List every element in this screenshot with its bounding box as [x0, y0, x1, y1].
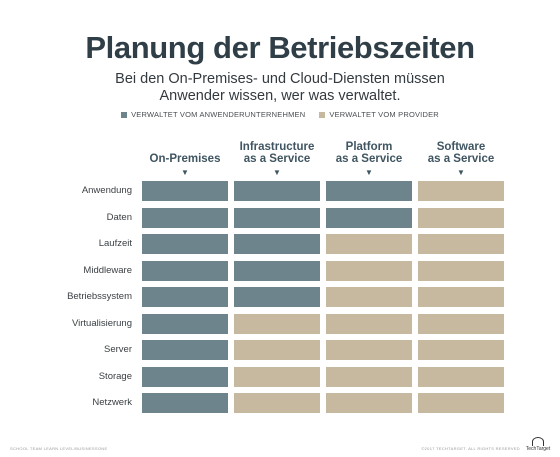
- arrow-down-icon: ▼: [181, 168, 189, 177]
- row-label: Storage: [98, 370, 132, 382]
- row-label: Betriebssystem: [67, 291, 132, 302]
- legend-label-provider: VERWALTET VOM PROVIDER: [329, 110, 439, 119]
- row-label: Netzwerk: [92, 397, 132, 408]
- legend: VERWALTET VOM ANWENDERUNTERNEHMEN VERWAL…: [0, 110, 560, 119]
- cell-customer: [142, 313, 228, 334]
- subtitle-line-1: Bei den On-Premises- und Cloud-Diensten …: [115, 71, 445, 87]
- cell-customer: [142, 366, 228, 387]
- cell-provider: [418, 181, 504, 201]
- cell-provider: [326, 366, 412, 387]
- column-header-line: Infrastructure: [239, 141, 315, 153]
- cell-provider: [234, 366, 320, 387]
- logo-mark-icon: [532, 437, 544, 446]
- column-header-line: Platform: [345, 141, 393, 153]
- cell-provider: [326, 313, 412, 334]
- cell-customer: [142, 260, 228, 281]
- cell-provider: [418, 234, 504, 254]
- cell-customer: [326, 207, 412, 228]
- cell-provider: [234, 340, 320, 360]
- footer-copyright: ©2017 TECHTARGET. ALL RIGHTS RESERVED: [421, 446, 520, 451]
- cell-provider: [418, 393, 504, 413]
- row-label: Virtualisierung: [71, 317, 132, 329]
- column-header-line: as a Service: [335, 152, 403, 165]
- cell-customer: [234, 181, 320, 201]
- cell-customer: [142, 207, 228, 228]
- cell-provider: [418, 287, 504, 307]
- cell-customer: [142, 287, 228, 307]
- cell-provider: [326, 287, 412, 307]
- cell-provider: [234, 313, 320, 334]
- legend-label-customer: VERWALTET VOM ANWENDERUNTERNEHMEN: [131, 110, 306, 119]
- column-header-2: Infrastructure as a Service ▼: [234, 141, 320, 178]
- diagram-subtitle: Bei den On-Premises- und Cloud-Diensten …: [0, 71, 560, 105]
- cell-customer: [234, 234, 320, 254]
- cell-customer: [142, 393, 228, 413]
- row-label: Anwendung: [81, 185, 132, 196]
- logo-text: TechTarget: [525, 446, 551, 452]
- cell-provider: [326, 393, 412, 413]
- cell-customer: [142, 181, 228, 201]
- cell-provider: [418, 207, 504, 228]
- cell-provider: [418, 340, 504, 360]
- cell-provider: [418, 260, 504, 281]
- column-header-line: Software: [436, 141, 486, 153]
- arrow-down-icon: ▼: [273, 168, 281, 177]
- row-label: Laufzeit: [98, 238, 132, 249]
- column-header-1: On-Premises ▼: [142, 143, 228, 178]
- cell-customer: [234, 207, 320, 228]
- cell-provider: [418, 366, 504, 387]
- cell-provider: [326, 260, 412, 281]
- arrow-down-icon: ▼: [365, 168, 373, 177]
- techtarget-logo: TechTarget: [524, 437, 552, 454]
- cell-customer: [234, 260, 320, 281]
- subtitle-line-2: Anwender wissen, wer was verwaltet.: [159, 88, 401, 104]
- cell-provider: [326, 340, 412, 360]
- diagram-title: Planung der Betriebszeiten: [85, 30, 475, 65]
- cell-customer: [142, 234, 228, 254]
- row-label: Middleware: [83, 264, 132, 276]
- column-header-line: as a Service: [427, 152, 495, 165]
- cell-customer: [234, 287, 320, 307]
- row-label: Server: [104, 344, 132, 355]
- legend-swatch-provider: [319, 111, 326, 118]
- cell-provider: [418, 313, 504, 334]
- column-header-line: On-Premises: [149, 152, 221, 165]
- row-label: Daten: [106, 211, 132, 223]
- arrow-down-icon: ▼: [457, 168, 465, 177]
- legend-swatch-customer: [121, 111, 128, 118]
- column-header-4: Software as a Service ▼: [418, 141, 504, 178]
- cell-customer: [326, 181, 412, 201]
- column-header-line: as a Service: [243, 152, 311, 165]
- footer-source: SCHOOL TEAM LEARN LEVEL/BUSINESSONE: [10, 446, 108, 451]
- legend-item-customer: VERWALTET VOM ANWENDERUNTERNEHMEN: [121, 110, 305, 119]
- cell-customer: [142, 340, 228, 360]
- column-header-3: Platform as a Service ▼: [326, 141, 412, 178]
- cell-provider: [326, 234, 412, 254]
- cell-provider: [234, 393, 320, 413]
- legend-item-provider: VERWALTET VOM PROVIDER: [319, 110, 439, 119]
